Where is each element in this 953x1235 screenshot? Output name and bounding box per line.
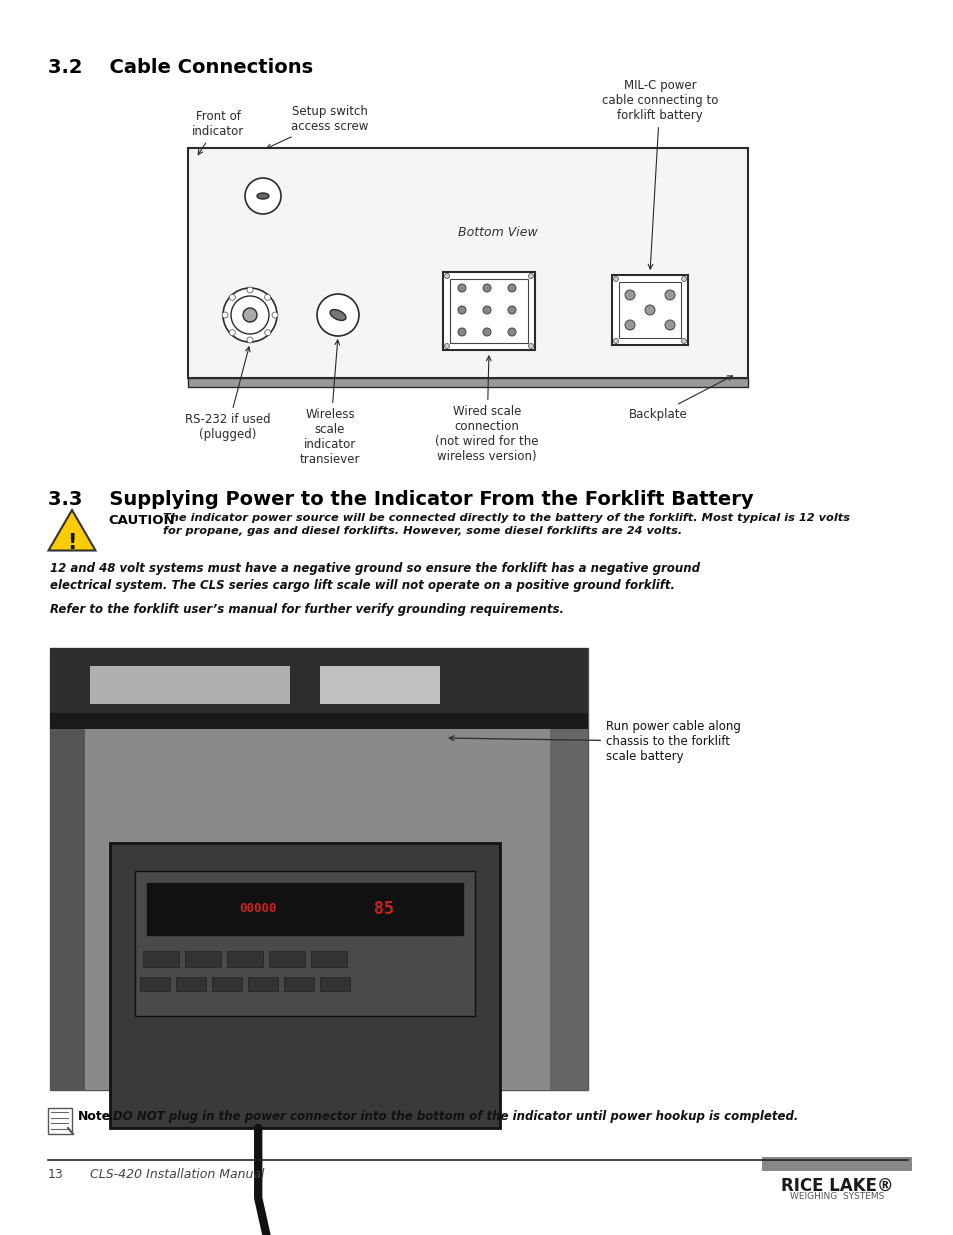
Text: DO NOT plug in the power connector into the bottom of the indicator until power : DO NOT plug in the power connector into … bbox=[112, 1110, 798, 1123]
Bar bbox=[284, 977, 314, 990]
Bar bbox=[185, 951, 221, 967]
Bar bbox=[50, 648, 587, 726]
Text: The indicator power source will be connected directly to the battery of the fork: The indicator power source will be conne… bbox=[163, 513, 849, 536]
Bar bbox=[212, 977, 242, 990]
Circle shape bbox=[316, 294, 358, 336]
Bar bbox=[319, 666, 439, 704]
Circle shape bbox=[624, 290, 635, 300]
Circle shape bbox=[644, 305, 655, 315]
Bar bbox=[269, 951, 305, 967]
Circle shape bbox=[229, 330, 235, 336]
Bar bbox=[143, 951, 179, 967]
Text: Run power cable along
chassis to the forklift
scale battery: Run power cable along chassis to the for… bbox=[449, 720, 740, 763]
Circle shape bbox=[664, 320, 675, 330]
Circle shape bbox=[507, 306, 516, 314]
Circle shape bbox=[528, 273, 533, 279]
Circle shape bbox=[247, 337, 253, 343]
Bar bbox=[50, 648, 587, 1091]
Bar bbox=[50, 729, 85, 1091]
Text: Front of
indicator: Front of indicator bbox=[192, 110, 244, 154]
Circle shape bbox=[264, 294, 271, 300]
Circle shape bbox=[613, 277, 618, 282]
Text: MIL-C power
cable connecting to
forklift battery: MIL-C power cable connecting to forklift… bbox=[601, 79, 718, 269]
Circle shape bbox=[613, 338, 618, 343]
Bar bbox=[450, 279, 527, 343]
Text: WEIGHING  SYSTEMS: WEIGHING SYSTEMS bbox=[789, 1192, 883, 1200]
Bar bbox=[48, 1108, 71, 1134]
Circle shape bbox=[264, 330, 271, 336]
Circle shape bbox=[528, 343, 533, 348]
Text: RS-232 if used
(plugged): RS-232 if used (plugged) bbox=[185, 347, 271, 441]
Bar bbox=[50, 729, 587, 1091]
Text: 85: 85 bbox=[374, 900, 394, 918]
Ellipse shape bbox=[256, 193, 269, 199]
Circle shape bbox=[229, 294, 235, 300]
Text: Refer to the forklift user’s manual for further verify grounding requirements.: Refer to the forklift user’s manual for … bbox=[50, 603, 563, 616]
Text: CAUTION: CAUTION bbox=[108, 514, 174, 527]
Circle shape bbox=[507, 284, 516, 291]
Circle shape bbox=[624, 320, 635, 330]
Bar bbox=[248, 977, 277, 990]
Circle shape bbox=[272, 312, 277, 317]
Circle shape bbox=[482, 306, 491, 314]
Bar bbox=[110, 844, 499, 1128]
Circle shape bbox=[457, 306, 465, 314]
Bar bbox=[135, 871, 475, 1016]
Bar bbox=[612, 275, 687, 345]
Bar bbox=[442, 272, 535, 350]
Bar bbox=[50, 713, 587, 729]
Bar bbox=[550, 729, 587, 1091]
Circle shape bbox=[457, 329, 465, 336]
Bar bbox=[319, 977, 350, 990]
Text: RICE LAKE®: RICE LAKE® bbox=[780, 1177, 892, 1195]
Bar bbox=[175, 977, 206, 990]
Text: Note: Note bbox=[78, 1110, 112, 1123]
Circle shape bbox=[680, 338, 686, 343]
Bar bbox=[147, 883, 462, 935]
Circle shape bbox=[444, 273, 449, 279]
Text: !: ! bbox=[68, 534, 76, 553]
Bar bbox=[90, 666, 290, 704]
Bar bbox=[140, 977, 170, 990]
Bar bbox=[227, 951, 263, 967]
Text: 00000: 00000 bbox=[238, 903, 276, 915]
Bar bbox=[188, 148, 747, 378]
Circle shape bbox=[482, 284, 491, 291]
Circle shape bbox=[482, 329, 491, 336]
Circle shape bbox=[245, 178, 281, 214]
Bar bbox=[618, 282, 680, 338]
Text: Wired scale
connection
(not wired for the
wireless version): Wired scale connection (not wired for th… bbox=[435, 356, 538, 463]
Text: CLS-420 Installation Manual: CLS-420 Installation Manual bbox=[90, 1168, 264, 1181]
Text: Backplate: Backplate bbox=[628, 375, 732, 421]
Ellipse shape bbox=[330, 310, 346, 320]
Polygon shape bbox=[49, 510, 95, 551]
Circle shape bbox=[247, 287, 253, 293]
Text: Setup switch
access screw: Setup switch access screw bbox=[267, 105, 368, 148]
Text: Bottom View: Bottom View bbox=[457, 226, 537, 240]
Bar bbox=[311, 951, 347, 967]
Text: Wireless
scale
indicator
transiever: Wireless scale indicator transiever bbox=[299, 340, 360, 466]
Circle shape bbox=[507, 329, 516, 336]
Circle shape bbox=[222, 312, 228, 317]
Circle shape bbox=[444, 343, 449, 348]
Text: 3.2    Cable Connections: 3.2 Cable Connections bbox=[48, 58, 313, 77]
Circle shape bbox=[231, 296, 269, 333]
Bar bbox=[188, 378, 747, 387]
Text: 3.3    Supplying Power to the Indicator From the Forklift Battery: 3.3 Supplying Power to the Indicator Fro… bbox=[48, 490, 753, 509]
Text: 13: 13 bbox=[48, 1168, 64, 1181]
Circle shape bbox=[243, 308, 256, 322]
Bar bbox=[761, 1157, 911, 1171]
Circle shape bbox=[680, 277, 686, 282]
Circle shape bbox=[223, 288, 276, 342]
Circle shape bbox=[457, 284, 465, 291]
Text: 12 and 48 volt systems must have a negative ground so ensure the forklift has a : 12 and 48 volt systems must have a negat… bbox=[50, 562, 700, 592]
Circle shape bbox=[664, 290, 675, 300]
